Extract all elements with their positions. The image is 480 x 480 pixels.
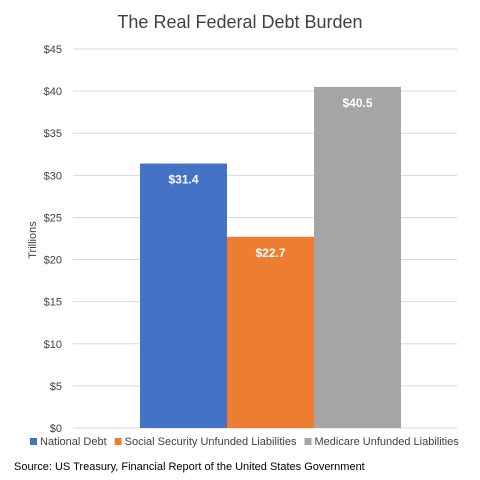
y-tick-label: $10 — [44, 339, 62, 351]
legend-label: Medicare Unfunded Liabilities — [314, 436, 459, 448]
y-axis-ticks: $0 $5 $10 $15 $20 $25 $30 $35 $40 $45 — [44, 44, 62, 435]
data-labels: $31.4 $22.7 $40.5 — [168, 96, 372, 260]
legend-label: National Debt — [40, 436, 107, 448]
source-note: Source: US Treasury, Financial Report of… — [14, 461, 365, 473]
bars — [140, 86, 401, 429]
y-tick-label: $20 — [44, 255, 62, 267]
y-tick-label: $0 — [50, 423, 62, 435]
y-axis-label: Trillions — [27, 221, 39, 259]
y-tick-label: $5 — [50, 381, 62, 393]
y-tick-label: $45 — [44, 44, 62, 56]
y-tick-label: $30 — [44, 170, 62, 182]
y-tick-label: $35 — [44, 128, 62, 140]
data-label: $31.4 — [168, 173, 198, 187]
bar — [227, 236, 314, 428]
legend: National Debt Social Security Unfunded Li… — [30, 436, 459, 448]
y-tick-label: $40 — [44, 86, 62, 98]
legend-swatch — [114, 438, 122, 445]
y-tick-label: $15 — [44, 297, 62, 309]
data-label: $22.7 — [255, 246, 285, 260]
bar — [140, 163, 227, 428]
chart-title: The Real Federal Debt Burden — [117, 12, 362, 32]
y-tick-label: $25 — [44, 212, 62, 224]
bar — [314, 86, 401, 429]
data-label: $40.5 — [342, 96, 372, 110]
legend-swatch — [304, 438, 312, 445]
legend-swatch — [30, 438, 37, 445]
legend-label: Social Security Unfunded Liabilities — [125, 436, 297, 448]
